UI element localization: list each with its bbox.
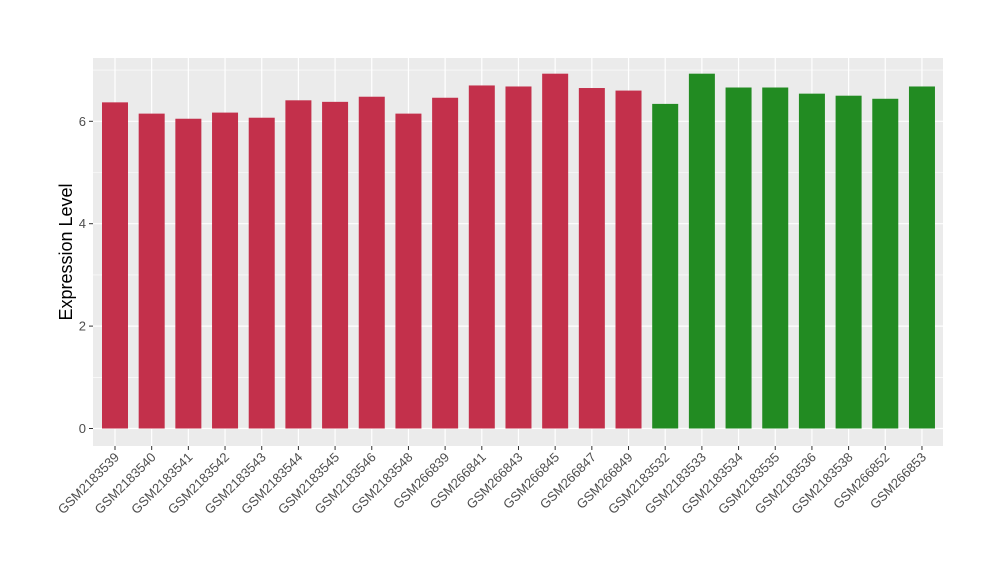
- bar-GSM2183548: [395, 113, 422, 429]
- bar-GSM266847: [578, 88, 605, 429]
- bar-GSM2183536: [798, 93, 825, 429]
- bar-GSM266839: [432, 97, 459, 429]
- y-axis: 0 2 4 6: [79, 114, 93, 436]
- bar-GSM2183532: [652, 103, 679, 429]
- y-tick-label: 2: [79, 319, 86, 334]
- bar-GSM2183538: [835, 95, 862, 429]
- bar-GSM266852: [872, 98, 899, 429]
- bar-GSM2183544: [285, 100, 312, 429]
- y-axis-label: Expression Level: [56, 183, 76, 320]
- bar-GSM2183543: [248, 117, 275, 429]
- y-tick-label: 0: [79, 421, 86, 436]
- y-tick-label: 4: [79, 216, 86, 231]
- y-tick-label: 6: [79, 114, 86, 129]
- bar-GSM266843: [505, 86, 532, 429]
- bar-GSM266845: [542, 73, 569, 429]
- bar-GSM2183533: [688, 73, 715, 429]
- bar-GSM2183546: [358, 96, 385, 429]
- x-axis: GSM2183539GSM2183540GSM2183541GSM2183542…: [55, 446, 929, 517]
- bar-GSM2183542: [212, 112, 239, 429]
- bar-GSM2183540: [138, 113, 165, 429]
- bar-GSM2183541: [175, 118, 202, 429]
- bar-GSM2183535: [762, 87, 789, 429]
- bar-GSM2183545: [322, 101, 349, 429]
- bar-GSM2183534: [725, 87, 752, 429]
- bar-GSM266849: [615, 90, 642, 429]
- bar-GSM2183539: [102, 102, 128, 429]
- bar-GSM266841: [468, 85, 495, 429]
- bar-GSM266853: [908, 86, 935, 429]
- bars: [102, 73, 935, 429]
